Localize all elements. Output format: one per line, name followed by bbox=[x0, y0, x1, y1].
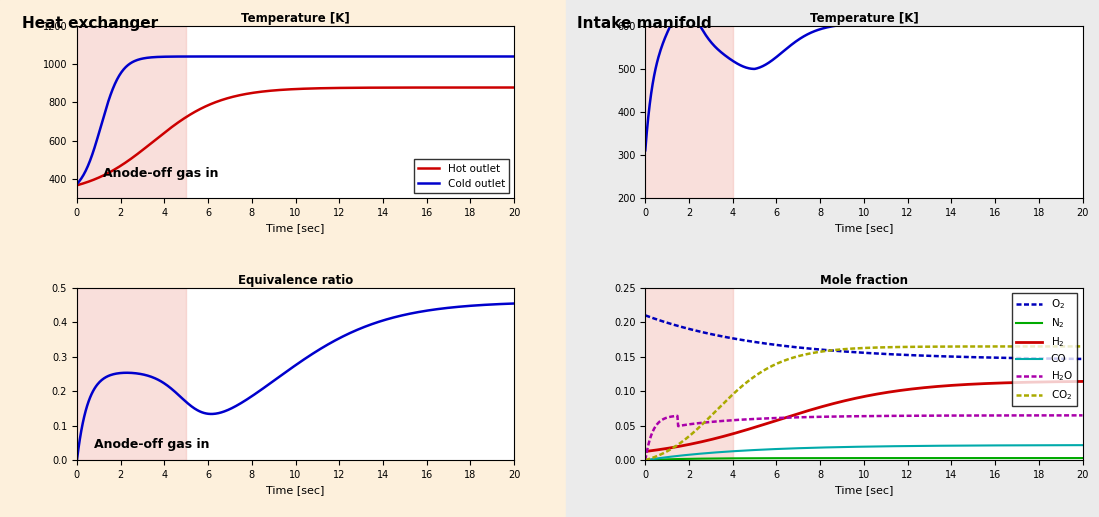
Bar bbox=[77, 288, 186, 460]
Bar bbox=[645, 288, 733, 460]
Title: Temperature [K]: Temperature [K] bbox=[241, 12, 349, 25]
Bar bbox=[645, 26, 733, 198]
Text: Anode-off gas in: Anode-off gas in bbox=[95, 438, 210, 451]
X-axis label: Time [sec]: Time [sec] bbox=[266, 485, 324, 495]
Title: Equivalence ratio: Equivalence ratio bbox=[237, 273, 353, 286]
Bar bbox=[77, 26, 186, 198]
Text: Anode-off gas in: Anode-off gas in bbox=[103, 167, 219, 180]
Text: Intake manifold: Intake manifold bbox=[577, 16, 712, 31]
X-axis label: Time [sec]: Time [sec] bbox=[835, 223, 893, 234]
X-axis label: Time [sec]: Time [sec] bbox=[266, 223, 324, 234]
Title: Mole fraction: Mole fraction bbox=[820, 273, 908, 286]
Text: Heat exchanger: Heat exchanger bbox=[22, 16, 158, 31]
Legend: Hot outlet, Cold outlet: Hot outlet, Cold outlet bbox=[414, 159, 509, 193]
Legend: O$_2$, N$_2$, H$_2$, CO, H$_2$O, CO$_2$: O$_2$, N$_2$, H$_2$, CO, H$_2$O, CO$_2$ bbox=[1012, 293, 1077, 406]
X-axis label: Time [sec]: Time [sec] bbox=[835, 485, 893, 495]
Title: Temperature [K]: Temperature [K] bbox=[810, 12, 919, 25]
